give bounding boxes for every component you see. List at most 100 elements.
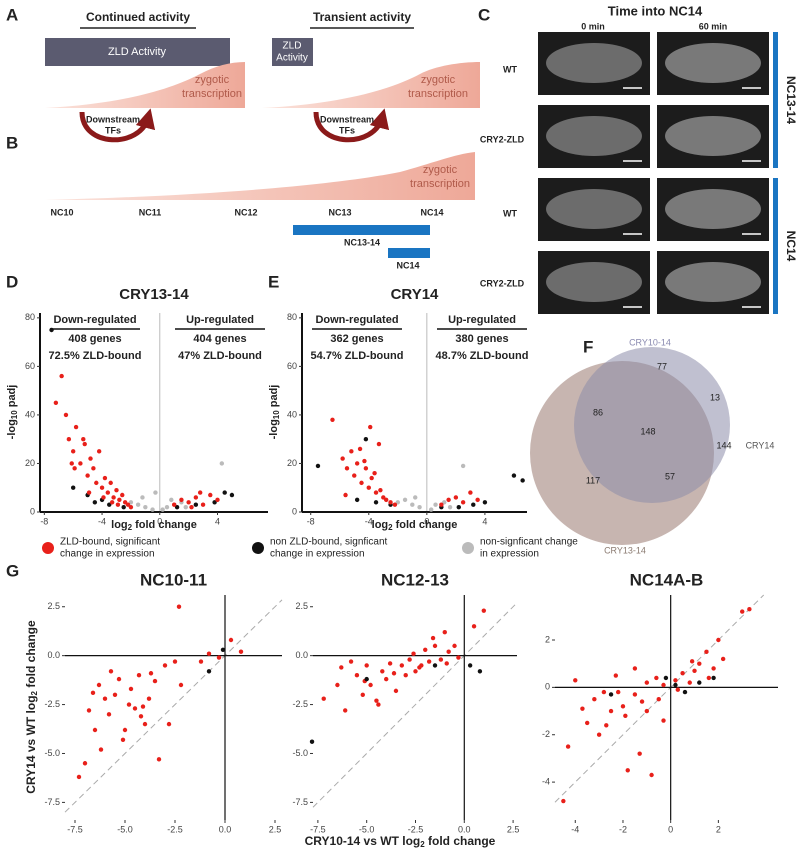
panel-letter: D (6, 272, 18, 291)
point (76, 774, 82, 780)
point (354, 497, 360, 503)
point (220, 647, 226, 652)
point (212, 500, 217, 505)
axis-title-sub: 2 (128, 523, 133, 532)
row-label: CRY2-ZLD (480, 134, 525, 144)
point (117, 497, 122, 503)
x-tick-label: 0.0 (219, 824, 232, 834)
point (706, 675, 712, 681)
axis-title-sub: 2 (420, 840, 425, 849)
identity-line (554, 594, 765, 803)
point (121, 504, 126, 510)
axis-title-part: CRY14 vs WT log (24, 695, 38, 793)
stage-bar (293, 225, 430, 235)
axis-title: CRY10-14 vs WT log2 fold change (305, 834, 496, 849)
point (115, 502, 121, 507)
axis-title-sub: 2 (388, 523, 393, 532)
point (91, 466, 96, 471)
x-tick-label: -5.0 (359, 824, 375, 834)
point (467, 663, 473, 668)
point (373, 500, 379, 505)
point (90, 690, 96, 696)
point (228, 637, 234, 643)
zld-bar (45, 38, 230, 66)
point (128, 504, 134, 510)
point (608, 708, 614, 714)
point (309, 739, 315, 744)
point (447, 504, 453, 510)
bar-label: ZLD Activity (108, 46, 167, 58)
point (392, 502, 398, 507)
count: 117 (586, 475, 600, 485)
y-tick-label: 20 (25, 458, 35, 468)
point (348, 659, 354, 664)
annotation: 404 genes (193, 333, 246, 345)
point (108, 480, 113, 486)
point (132, 706, 138, 711)
point (82, 761, 88, 766)
point (114, 487, 119, 493)
point (197, 490, 203, 495)
arrow-label: Downstream (86, 114, 140, 124)
y-tick-label: 0 (292, 506, 297, 516)
point (122, 727, 128, 733)
point (128, 500, 134, 505)
point (596, 732, 602, 737)
point (335, 682, 340, 688)
point (174, 504, 180, 510)
axis-title-part: -log (268, 419, 280, 439)
panel-letter: E (268, 272, 279, 291)
point (208, 492, 213, 498)
point (106, 712, 112, 717)
point (423, 647, 428, 652)
x-tick-label: -2.5 (167, 824, 183, 834)
point (632, 666, 638, 671)
axis-title-part: fold change (425, 834, 496, 848)
x-tick-label: 0.0 (458, 824, 471, 834)
y-tick-label: -5.0 (44, 748, 60, 758)
point (623, 713, 628, 718)
point (186, 500, 191, 505)
point (438, 657, 444, 662)
point (471, 624, 477, 629)
point (584, 720, 590, 726)
point (716, 637, 721, 643)
point (98, 747, 104, 752)
point (111, 495, 116, 500)
legend-label: change in expression (60, 549, 155, 560)
y-tick-label: -2.5 (292, 699, 308, 709)
arrow (313, 108, 390, 143)
x-tick-label: 2 (716, 824, 721, 834)
panel-letter: F (583, 337, 593, 356)
heading: Continued activity (86, 10, 190, 24)
point (63, 412, 69, 418)
y-tick-label: 0 (30, 506, 35, 516)
point (339, 665, 344, 670)
point (413, 495, 418, 500)
point (620, 704, 626, 709)
axis-title: CRY14 vs WT log2 fold change (24, 620, 39, 794)
arrow-label: Downstream (320, 114, 374, 124)
point (561, 798, 566, 804)
embryo (665, 262, 761, 302)
point (126, 702, 132, 707)
area-label: transcription (410, 178, 470, 190)
point (442, 500, 447, 505)
point (381, 495, 386, 500)
legend-swatch (462, 542, 474, 554)
point (107, 502, 112, 507)
point (644, 708, 650, 714)
y-tick-label: 2 (545, 634, 550, 644)
axis-title: -log10 padj (6, 385, 19, 440)
point (82, 441, 87, 447)
x-tick-label: -5.0 (117, 824, 133, 834)
point (460, 500, 466, 505)
embryo (665, 116, 761, 156)
point (644, 680, 650, 685)
point (378, 487, 383, 493)
point (432, 643, 438, 649)
point (112, 692, 118, 697)
point (189, 504, 194, 510)
point (59, 373, 64, 379)
